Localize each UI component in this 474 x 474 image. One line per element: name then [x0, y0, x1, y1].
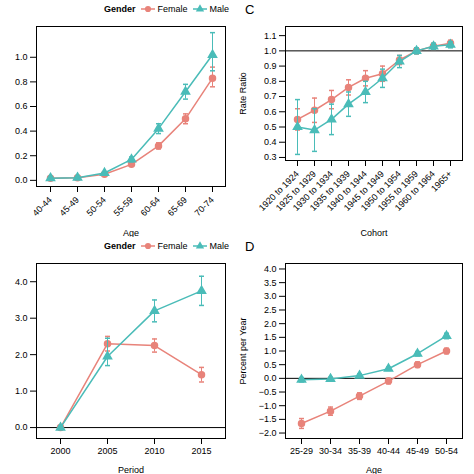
svg-text:45-49: 45-49 — [406, 446, 429, 456]
svg-text:0.3: 0.3 — [264, 152, 277, 162]
svg-text:−0.5: −0.5 — [259, 387, 277, 397]
svg-text:2.0: 2.0 — [264, 319, 277, 329]
svg-text:−1.0: −1.0 — [259, 401, 277, 411]
svg-text:0.2: 0.2 — [15, 151, 28, 161]
html-text:C: C — [245, 1, 255, 17]
svg-text:0.5: 0.5 — [264, 122, 277, 132]
svg-text:60-64: 60-64 — [139, 195, 162, 218]
svg-text:0.6: 0.6 — [15, 101, 28, 111]
svg-text:Percent per Year: Percent per Year — [238, 317, 248, 384]
svg-text:1925 to 1929: 1925 to 1929 — [273, 168, 318, 213]
svg-text:1940 to 1944: 1940 to 1944 — [324, 168, 369, 213]
svg-text:−2.0: −2.0 — [259, 428, 277, 438]
svg-text:50-54: 50-54 — [85, 195, 108, 218]
html-text:Male: Male — [209, 4, 229, 14]
svg-text:50-54: 50-54 — [435, 446, 458, 456]
svg-text:3.5: 3.5 — [264, 278, 277, 288]
svg-text:0.5: 0.5 — [264, 360, 277, 370]
svg-text:1.5: 1.5 — [264, 332, 277, 342]
svg-text:2015: 2015 — [191, 446, 211, 456]
html-text:Female: Female — [157, 4, 188, 14]
svg-text:40-44: 40-44 — [377, 446, 400, 456]
svg-text:0.0: 0.0 — [264, 373, 277, 383]
svg-text:3.0: 3.0 — [15, 313, 28, 323]
svg-text:0.9: 0.9 — [264, 61, 277, 71]
svg-text:40-44: 40-44 — [31, 195, 54, 218]
svg-text:0.4: 0.4 — [264, 137, 277, 147]
svg-text:55-59: 55-59 — [112, 195, 135, 218]
svg-text:2000: 2000 — [50, 446, 70, 456]
svg-text:25-29: 25-29 — [290, 446, 313, 456]
svg-text:1930 to 1934: 1930 to 1934 — [290, 168, 335, 213]
html-text:Male: Male — [209, 241, 229, 251]
svg-text:0.0: 0.0 — [15, 422, 28, 432]
svg-text:Period: Period — [118, 465, 144, 474]
svg-text:1945 to 1949: 1945 to 1949 — [341, 168, 386, 213]
html-text:Gender: Gender — [104, 241, 136, 251]
svg-text:1965+: 1965+ — [429, 169, 454, 194]
svg-text:0.4: 0.4 — [15, 126, 28, 136]
svg-text:0.8: 0.8 — [264, 76, 277, 86]
svg-text:2005: 2005 — [97, 446, 117, 456]
svg-text:0.8: 0.8 — [15, 77, 28, 87]
svg-text:45-49: 45-49 — [58, 195, 81, 218]
svg-text:0.7: 0.7 — [264, 91, 277, 101]
svg-text:0.0: 0.0 — [15, 175, 28, 185]
svg-text:1.0: 1.0 — [15, 386, 28, 396]
svg-text:2.5: 2.5 — [264, 305, 277, 315]
svg-text:1.0: 1.0 — [264, 46, 277, 56]
svg-text:1955 to 1959: 1955 to 1959 — [375, 168, 420, 213]
svg-text:1950 to 1954: 1950 to 1954 — [358, 168, 403, 213]
svg-text:Age: Age — [366, 465, 382, 474]
svg-text:Age: Age — [123, 228, 139, 238]
svg-text:30-34: 30-34 — [319, 446, 342, 456]
svg-text:1935 to 1939: 1935 to 1939 — [307, 168, 352, 213]
svg-text:1.0: 1.0 — [264, 346, 277, 356]
svg-text:1.0: 1.0 — [15, 52, 28, 62]
svg-text:4.0: 4.0 — [264, 264, 277, 274]
svg-text:3.0: 3.0 — [264, 291, 277, 301]
svg-text:4.0: 4.0 — [15, 277, 28, 287]
html-text:Female: Female — [157, 241, 188, 251]
svg-text:65-69: 65-69 — [166, 195, 189, 218]
html-text:Gender: Gender — [104, 4, 136, 14]
svg-text:−1.5: −1.5 — [259, 414, 277, 424]
svg-text:Cohort: Cohort — [360, 228, 388, 238]
svg-text:2010: 2010 — [144, 446, 164, 456]
svg-text:1920 to 1924: 1920 to 1924 — [256, 168, 301, 213]
html-text:D: D — [245, 238, 255, 254]
svg-text:Rate Ratio: Rate Ratio — [238, 72, 248, 115]
svg-text:35-39: 35-39 — [348, 446, 371, 456]
svg-text:70-74: 70-74 — [193, 195, 216, 218]
svg-text:0.6: 0.6 — [264, 107, 277, 117]
svg-text:1.1: 1.1 — [264, 31, 277, 41]
svg-text:1960 to 1964: 1960 to 1964 — [393, 169, 437, 213]
svg-text:2.0: 2.0 — [15, 350, 28, 360]
